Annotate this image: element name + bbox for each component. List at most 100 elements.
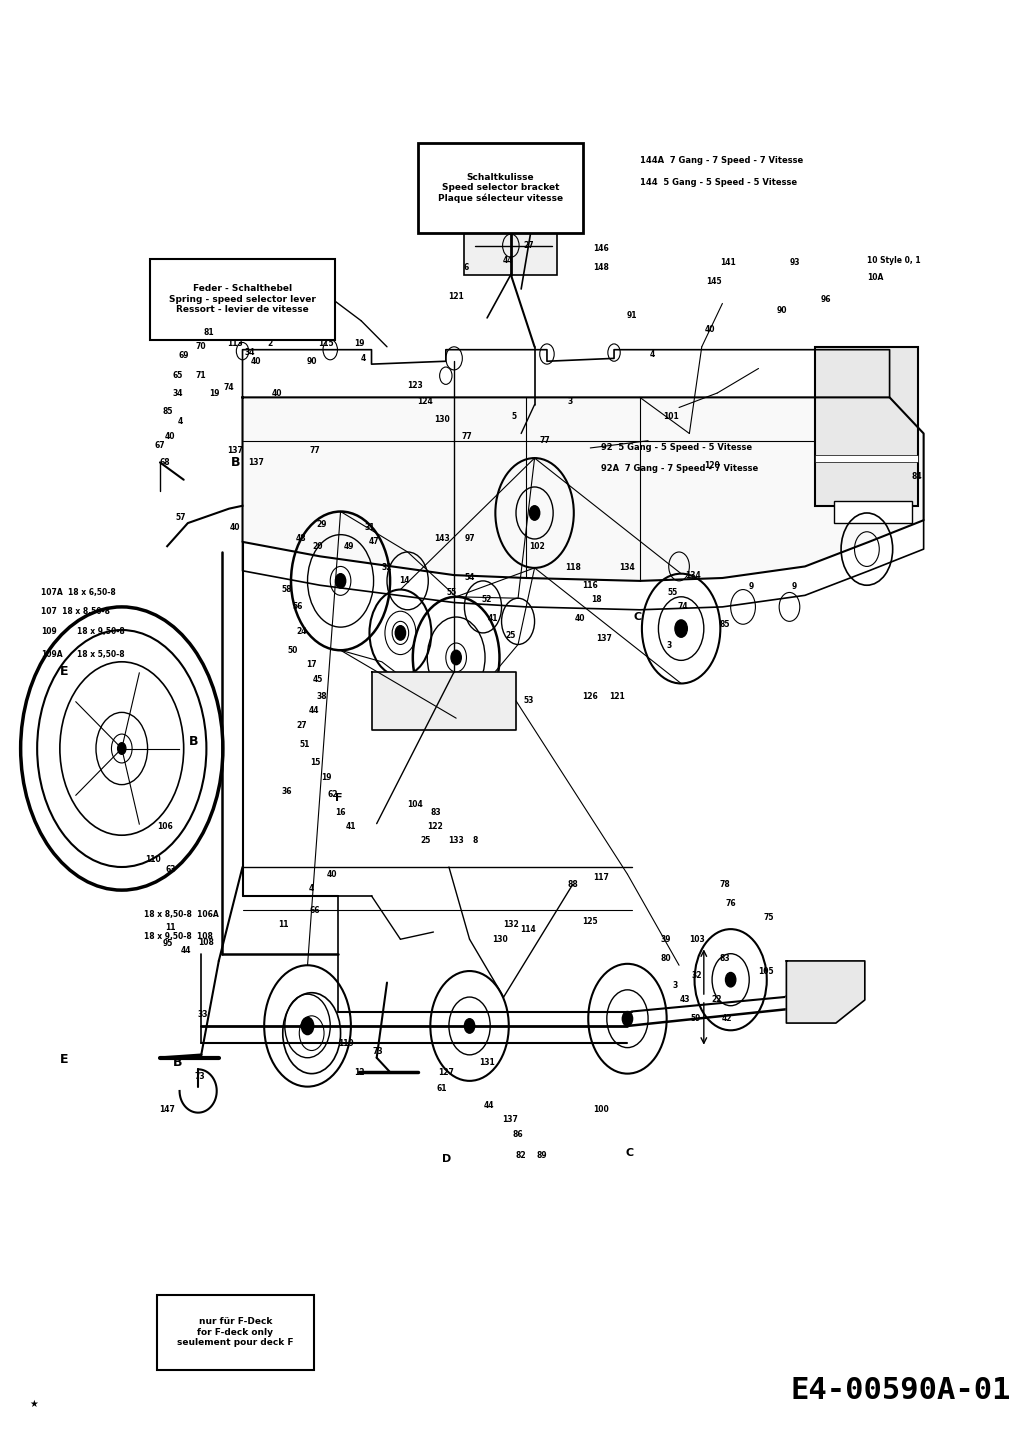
Text: 55: 55	[668, 588, 678, 597]
Text: 134: 134	[619, 564, 636, 572]
Text: 83: 83	[430, 808, 441, 816]
Text: 110: 110	[144, 855, 161, 864]
Text: 57: 57	[175, 513, 186, 522]
Text: 38: 38	[317, 692, 327, 701]
Text: 31: 31	[364, 523, 375, 532]
Text: 25: 25	[420, 837, 430, 845]
Text: 117: 117	[592, 873, 609, 881]
Text: B: B	[172, 1056, 183, 1068]
Circle shape	[622, 1011, 633, 1026]
Text: 19: 19	[354, 340, 364, 348]
Text: 73: 73	[373, 1048, 383, 1056]
Text: 132: 132	[503, 920, 519, 929]
Text: C: C	[625, 1149, 634, 1157]
Text: 137: 137	[227, 447, 244, 455]
Polygon shape	[243, 397, 924, 581]
Text: 54: 54	[464, 574, 475, 582]
Text: 70: 70	[196, 342, 206, 351]
Text: 91: 91	[626, 311, 637, 319]
Text: 88: 88	[568, 880, 578, 889]
Text: 90: 90	[307, 357, 317, 366]
Text: 9: 9	[748, 582, 754, 591]
Text: 40: 40	[705, 325, 715, 334]
Text: 125: 125	[582, 918, 599, 926]
Text: 104: 104	[407, 801, 423, 809]
Text: Feder - Schalthebel
Spring - speed selector lever
Ressort - levier de vitesse: Feder - Schalthebel Spring - speed selec…	[169, 285, 316, 314]
Text: 16: 16	[335, 808, 346, 816]
Text: 69: 69	[179, 351, 189, 360]
Text: 92A  7 Gang - 7 Speed - 7 Vitesse: 92A 7 Gang - 7 Speed - 7 Vitesse	[601, 464, 757, 473]
Text: 53: 53	[523, 696, 534, 705]
Text: 5: 5	[512, 412, 516, 420]
Text: 141: 141	[719, 259, 736, 267]
Text: 65: 65	[172, 371, 183, 380]
Text: 40: 40	[575, 614, 585, 623]
Text: 4: 4	[649, 350, 655, 358]
Text: 77: 77	[461, 432, 472, 441]
Text: 40: 40	[271, 389, 282, 397]
Text: 95: 95	[163, 939, 173, 948]
Circle shape	[301, 1017, 314, 1035]
Text: 50: 50	[288, 646, 298, 655]
Text: 113: 113	[227, 340, 244, 348]
Text: 40: 40	[165, 432, 175, 441]
Text: 144  5 Gang - 5 Speed - 5 Vitesse: 144 5 Gang - 5 Speed - 5 Vitesse	[640, 178, 797, 186]
Circle shape	[675, 620, 687, 637]
FancyBboxPatch shape	[419, 143, 582, 233]
Text: 11: 11	[279, 920, 289, 929]
Text: 58: 58	[282, 585, 292, 594]
Text: 25: 25	[506, 631, 516, 640]
Text: 14: 14	[399, 577, 410, 585]
Text: 44: 44	[503, 256, 513, 264]
Circle shape	[725, 972, 736, 987]
Text: 84: 84	[911, 473, 922, 481]
Text: 93: 93	[789, 259, 800, 267]
Text: B: B	[189, 736, 199, 747]
Text: 75: 75	[764, 913, 774, 922]
Text: 107A  18 x 6,50-8: 107A 18 x 6,50-8	[41, 588, 116, 597]
Text: 109: 109	[41, 627, 57, 636]
Text: 89: 89	[537, 1152, 547, 1160]
Text: 78: 78	[719, 880, 730, 889]
Text: 32: 32	[691, 971, 702, 980]
Text: 19: 19	[209, 389, 220, 397]
Text: E4-00590A-01: E4-00590A-01	[791, 1376, 1011, 1405]
Text: 92  5 Gang - 5 Speed - 5 Vitesse: 92 5 Gang - 5 Speed - 5 Vitesse	[601, 444, 751, 452]
Text: 62: 62	[327, 790, 337, 799]
Text: 3: 3	[666, 642, 672, 650]
Text: 144A  7 Gang - 7 Speed - 7 Vitesse: 144A 7 Gang - 7 Speed - 7 Vitesse	[640, 156, 803, 165]
Text: 8: 8	[472, 837, 478, 845]
Text: 55: 55	[447, 588, 457, 597]
Text: 59: 59	[690, 1014, 701, 1023]
Text: 83: 83	[719, 954, 730, 962]
Text: F: F	[334, 793, 343, 802]
Text: 34: 34	[172, 389, 183, 397]
Text: ★: ★	[29, 1399, 37, 1409]
Text: 29: 29	[317, 520, 327, 529]
Text: 40: 40	[230, 523, 240, 532]
Text: 18 x 9,50-8: 18 x 9,50-8	[77, 627, 125, 636]
Text: Schaltkulisse
Speed selector bracket
Plaque sélecteur vitesse: Schaltkulisse Speed selector bracket Pla…	[438, 172, 563, 204]
Text: 4: 4	[360, 354, 366, 363]
Text: 137: 137	[595, 634, 612, 643]
Text: 22: 22	[711, 996, 721, 1004]
Text: 122: 122	[427, 822, 444, 831]
Text: 66: 66	[310, 906, 320, 915]
Text: 137: 137	[502, 1116, 518, 1124]
Text: 73: 73	[195, 1072, 205, 1081]
Text: 107  18 x 8,50-8: 107 18 x 8,50-8	[41, 607, 110, 616]
Text: 3: 3	[672, 981, 678, 990]
Text: 42: 42	[721, 1014, 732, 1023]
Circle shape	[395, 626, 406, 640]
Text: 41: 41	[488, 614, 498, 623]
Text: 114: 114	[520, 925, 537, 933]
Text: 106: 106	[157, 822, 173, 831]
Text: 6: 6	[463, 263, 470, 272]
Bar	[815, 347, 918, 506]
Text: nur für F-Deck
for F-deck only
seulement pour deck F: nur für F-Deck for F-deck only seulement…	[178, 1318, 293, 1347]
Text: 145: 145	[706, 277, 722, 286]
Text: 130: 130	[492, 935, 509, 944]
Text: 143: 143	[433, 535, 450, 543]
Text: 11: 11	[165, 923, 175, 932]
Polygon shape	[372, 672, 516, 730]
